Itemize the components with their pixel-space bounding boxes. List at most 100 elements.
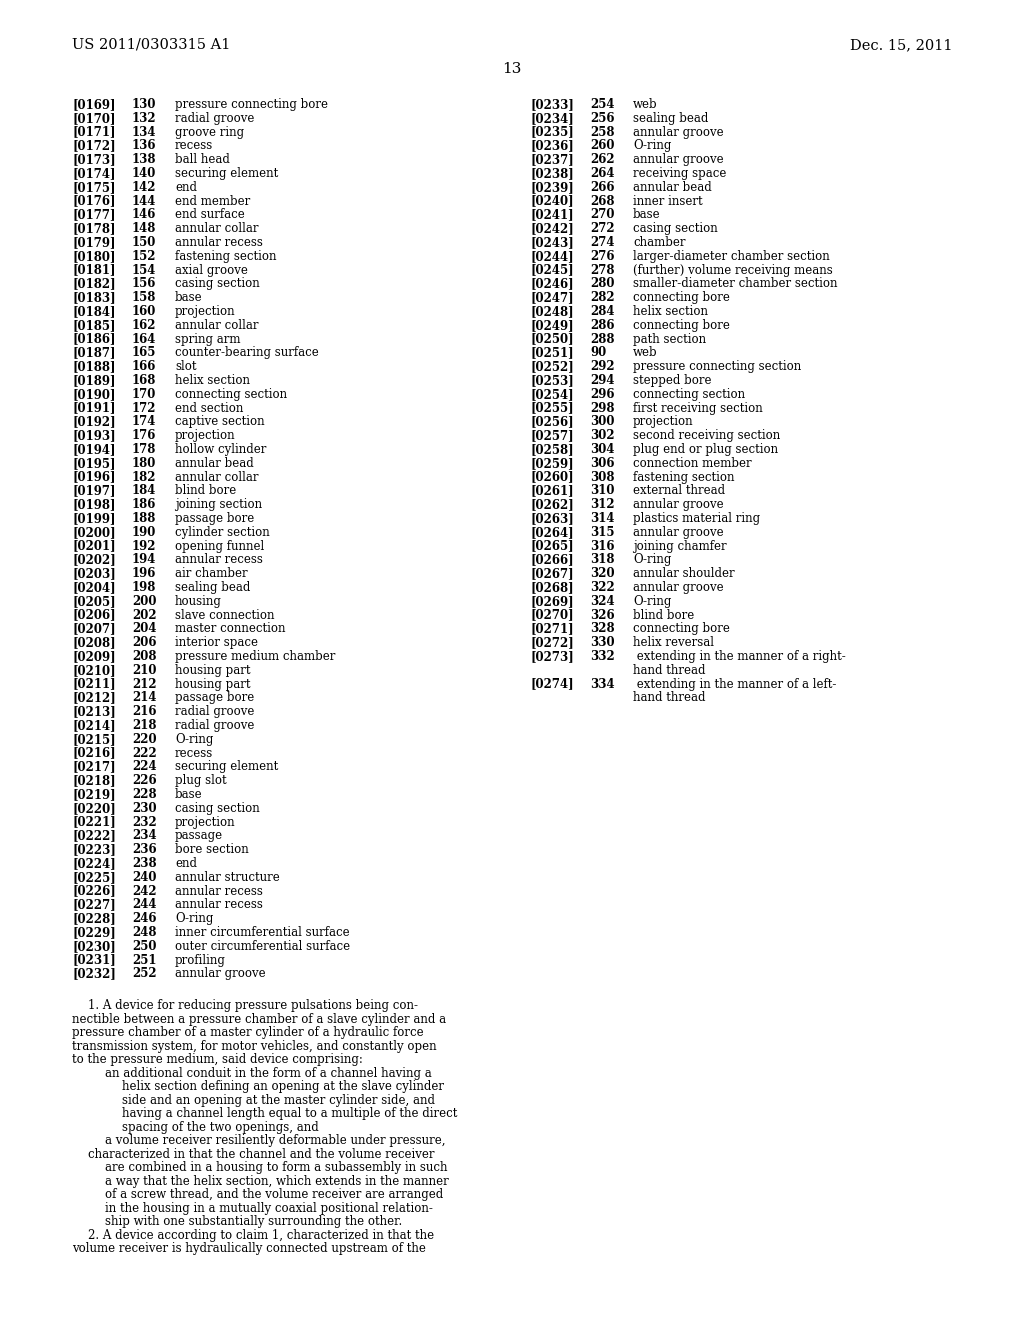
Text: recess: recess xyxy=(175,140,213,152)
Text: 186: 186 xyxy=(132,498,157,511)
Text: 212: 212 xyxy=(132,677,157,690)
Text: inner insert: inner insert xyxy=(633,194,702,207)
Text: 242: 242 xyxy=(132,884,157,898)
Text: housing: housing xyxy=(175,595,222,607)
Text: 312: 312 xyxy=(590,498,614,511)
Text: joining chamfer: joining chamfer xyxy=(633,540,727,553)
Text: [0245]: [0245] xyxy=(530,264,573,277)
Text: housing part: housing part xyxy=(175,664,251,677)
Text: annular recess: annular recess xyxy=(175,884,263,898)
Text: end surface: end surface xyxy=(175,209,245,222)
Text: annular collar: annular collar xyxy=(175,222,258,235)
Text: 302: 302 xyxy=(590,429,614,442)
Text: end: end xyxy=(175,181,197,194)
Text: slave connection: slave connection xyxy=(175,609,274,622)
Text: annular groove: annular groove xyxy=(633,153,724,166)
Text: [0240]: [0240] xyxy=(530,194,573,207)
Text: [0198]: [0198] xyxy=(72,498,116,511)
Text: [0248]: [0248] xyxy=(530,305,573,318)
Text: [0268]: [0268] xyxy=(530,581,573,594)
Text: slot: slot xyxy=(175,360,197,374)
Text: [0251]: [0251] xyxy=(530,346,573,359)
Text: connecting section: connecting section xyxy=(175,388,287,401)
Text: 298: 298 xyxy=(590,401,614,414)
Text: securing element: securing element xyxy=(175,760,279,774)
Text: having a channel length equal to a multiple of the direct: having a channel length equal to a multi… xyxy=(122,1107,457,1121)
Text: 296: 296 xyxy=(590,388,614,401)
Text: 244: 244 xyxy=(132,899,157,911)
Text: 294: 294 xyxy=(590,374,614,387)
Text: [0274]: [0274] xyxy=(530,677,573,690)
Text: 138: 138 xyxy=(132,153,157,166)
Text: [0178]: [0178] xyxy=(72,222,116,235)
Text: blind bore: blind bore xyxy=(633,609,694,622)
Text: [0263]: [0263] xyxy=(530,512,573,525)
Text: 280: 280 xyxy=(590,277,614,290)
Text: [0261]: [0261] xyxy=(530,484,573,498)
Text: [0184]: [0184] xyxy=(72,305,116,318)
Text: [0262]: [0262] xyxy=(530,498,573,511)
Text: smaller-diameter chamber section: smaller-diameter chamber section xyxy=(633,277,838,290)
Text: housing part: housing part xyxy=(175,677,251,690)
Text: [0236]: [0236] xyxy=(530,140,573,152)
Text: [0196]: [0196] xyxy=(72,471,116,483)
Text: helix section defining an opening at the slave cylinder: helix section defining an opening at the… xyxy=(122,1080,443,1093)
Text: 136: 136 xyxy=(132,140,157,152)
Text: [0250]: [0250] xyxy=(530,333,573,346)
Text: annular groove: annular groove xyxy=(633,498,724,511)
Text: 248: 248 xyxy=(132,927,157,939)
Text: projection: projection xyxy=(175,816,236,829)
Text: [0177]: [0177] xyxy=(72,209,116,222)
Text: [0200]: [0200] xyxy=(72,525,116,539)
Text: 262: 262 xyxy=(590,153,614,166)
Text: [0205]: [0205] xyxy=(72,595,116,607)
Text: 322: 322 xyxy=(590,581,614,594)
Text: [0243]: [0243] xyxy=(530,236,573,249)
Text: 260: 260 xyxy=(590,140,614,152)
Text: [0183]: [0183] xyxy=(72,292,116,304)
Text: 308: 308 xyxy=(590,471,614,483)
Text: [0197]: [0197] xyxy=(72,484,116,498)
Text: [0213]: [0213] xyxy=(72,705,116,718)
Text: [0171]: [0171] xyxy=(72,125,116,139)
Text: [0218]: [0218] xyxy=(72,775,116,787)
Text: 316: 316 xyxy=(590,540,614,553)
Text: connecting section: connecting section xyxy=(633,388,745,401)
Text: 204: 204 xyxy=(132,623,157,635)
Text: passage bore: passage bore xyxy=(175,512,254,525)
Text: annular bead: annular bead xyxy=(633,181,712,194)
Text: hand thread: hand thread xyxy=(633,692,706,705)
Text: 320: 320 xyxy=(590,568,614,581)
Text: extending in the manner of a left-: extending in the manner of a left- xyxy=(633,677,837,690)
Text: 168: 168 xyxy=(132,374,157,387)
Text: 288: 288 xyxy=(590,333,614,346)
Text: 196: 196 xyxy=(132,568,157,581)
Text: second receiving section: second receiving section xyxy=(633,429,780,442)
Text: [0241]: [0241] xyxy=(530,209,573,222)
Text: hand thread: hand thread xyxy=(633,664,706,677)
Text: 236: 236 xyxy=(132,843,157,857)
Text: [0191]: [0191] xyxy=(72,401,116,414)
Text: [0217]: [0217] xyxy=(72,760,116,774)
Text: 300: 300 xyxy=(590,416,614,429)
Text: connecting bore: connecting bore xyxy=(633,623,730,635)
Text: [0216]: [0216] xyxy=(72,747,116,759)
Text: annular collar: annular collar xyxy=(175,319,258,331)
Text: annular collar: annular collar xyxy=(175,471,258,483)
Text: 246: 246 xyxy=(132,912,157,925)
Text: 202: 202 xyxy=(132,609,157,622)
Text: Dec. 15, 2011: Dec. 15, 2011 xyxy=(850,38,952,51)
Text: [0256]: [0256] xyxy=(530,416,573,429)
Text: [0204]: [0204] xyxy=(72,581,116,594)
Text: cylinder section: cylinder section xyxy=(175,525,269,539)
Text: [0201]: [0201] xyxy=(72,540,116,553)
Text: 90: 90 xyxy=(590,346,606,359)
Text: extending in the manner of a right-: extending in the manner of a right- xyxy=(633,649,846,663)
Text: plastics material ring: plastics material ring xyxy=(633,512,760,525)
Text: [0182]: [0182] xyxy=(72,277,116,290)
Text: [0258]: [0258] xyxy=(530,444,573,455)
Text: [0235]: [0235] xyxy=(530,125,573,139)
Text: opening funnel: opening funnel xyxy=(175,540,264,553)
Text: [0219]: [0219] xyxy=(72,788,116,801)
Text: [0238]: [0238] xyxy=(530,168,573,180)
